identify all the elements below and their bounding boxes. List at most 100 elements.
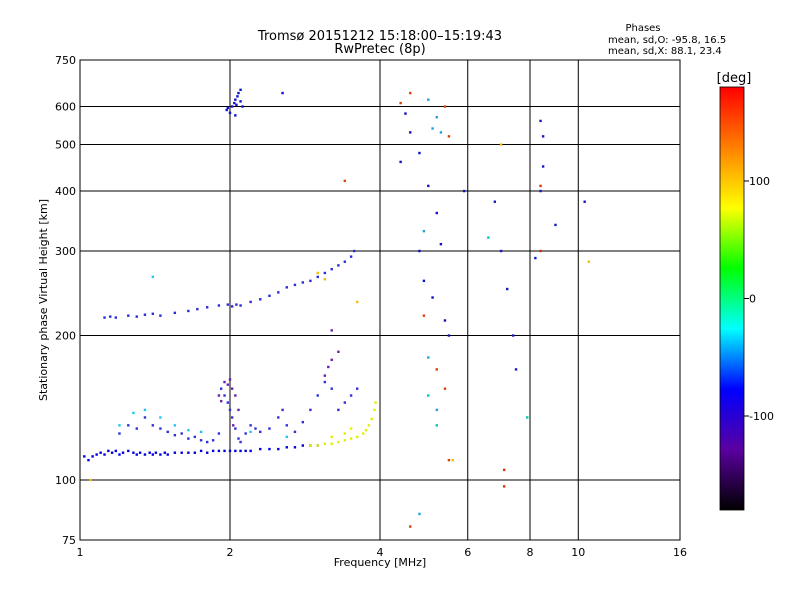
y-tick-label: 75	[62, 534, 76, 547]
data-point	[435, 424, 438, 427]
data-point	[127, 424, 130, 427]
data-point	[349, 394, 353, 397]
data-point	[443, 387, 447, 390]
data-point	[91, 455, 94, 458]
data-point	[151, 312, 155, 315]
data-point	[109, 315, 112, 318]
data-point	[431, 296, 434, 299]
data-points	[83, 88, 591, 528]
data-point	[427, 394, 430, 397]
data-point	[151, 275, 155, 279]
data-point	[166, 430, 169, 434]
data-point	[554, 223, 557, 227]
data-point	[431, 127, 434, 130]
data-point	[114, 449, 118, 453]
data-point	[399, 101, 402, 105]
data-point	[443, 105, 447, 108]
data-point	[228, 111, 232, 115]
colorbar-tick-label: 100	[749, 175, 770, 188]
data-point	[223, 449, 226, 453]
data-point	[187, 451, 190, 454]
data-point	[301, 420, 305, 424]
data-point	[493, 200, 497, 203]
data-point	[539, 119, 542, 123]
data-point	[309, 279, 312, 283]
colorbar-tick-label: 0	[749, 293, 756, 306]
data-point	[230, 387, 234, 390]
data-point	[239, 449, 242, 453]
data-point	[316, 444, 319, 447]
data-point	[138, 451, 142, 454]
data-point	[337, 440, 340, 444]
data-point	[541, 135, 545, 138]
data-point	[534, 256, 537, 260]
data-point	[159, 416, 162, 419]
data-point	[239, 100, 242, 103]
data-point	[323, 271, 327, 275]
data-point	[409, 91, 412, 95]
data-point	[309, 408, 312, 412]
data-point	[427, 98, 430, 101]
data-point	[355, 387, 359, 390]
data-point	[337, 408, 340, 412]
data-point	[193, 451, 197, 454]
y-tick-labels: 75 100 200 300 400 500 600 750	[55, 54, 76, 547]
data-point	[404, 112, 407, 115]
data-point	[239, 440, 242, 444]
data-point	[132, 411, 135, 415]
data-point	[143, 408, 147, 412]
data-point	[361, 432, 365, 435]
data-point	[462, 189, 466, 193]
data-point	[301, 281, 305, 284]
data-point	[323, 380, 327, 384]
data-point	[349, 255, 353, 258]
data-point	[439, 131, 443, 134]
data-point	[148, 451, 151, 454]
data-point	[316, 275, 319, 279]
data-point	[285, 424, 288, 427]
x-tick-label: 2	[227, 546, 234, 559]
x-tick-label: 16	[673, 546, 687, 559]
data-point	[309, 444, 312, 447]
data-point	[217, 432, 221, 435]
data-point	[330, 442, 333, 445]
data-point	[199, 430, 203, 434]
data-point	[205, 440, 209, 444]
data-point	[349, 427, 353, 430]
data-point	[193, 435, 197, 439]
data-point	[234, 449, 237, 453]
data-point	[135, 315, 138, 318]
legend-line-x: mean, sd,X: 88.1, 23.4	[608, 46, 722, 57]
data-point	[293, 430, 297, 434]
data-point	[110, 451, 114, 454]
data-point	[285, 435, 288, 439]
colorbar	[719, 86, 745, 511]
data-point	[451, 458, 455, 462]
data-point	[118, 453, 121, 456]
data-point	[499, 143, 503, 146]
data-point	[217, 304, 221, 307]
data-point	[199, 439, 203, 442]
data-point	[199, 449, 203, 453]
y-tick-label: 600	[55, 101, 76, 114]
data-point	[241, 105, 244, 108]
data-point	[330, 358, 333, 362]
data-point	[259, 430, 262, 434]
data-point	[239, 304, 242, 307]
data-point	[418, 512, 421, 516]
data-point	[187, 429, 190, 432]
data-point	[237, 91, 240, 95]
data-point	[349, 437, 353, 440]
data-point	[502, 485, 506, 488]
grid-lines	[79, 59, 681, 541]
data-point	[235, 303, 238, 306]
data-point	[316, 271, 319, 275]
data-point	[427, 356, 430, 359]
data-point	[180, 432, 183, 435]
data-point	[230, 416, 234, 419]
data-point	[511, 334, 515, 337]
x-axis-label: Frequency [MHz]	[334, 556, 426, 569]
data-point	[249, 430, 252, 434]
data-point	[180, 451, 183, 454]
